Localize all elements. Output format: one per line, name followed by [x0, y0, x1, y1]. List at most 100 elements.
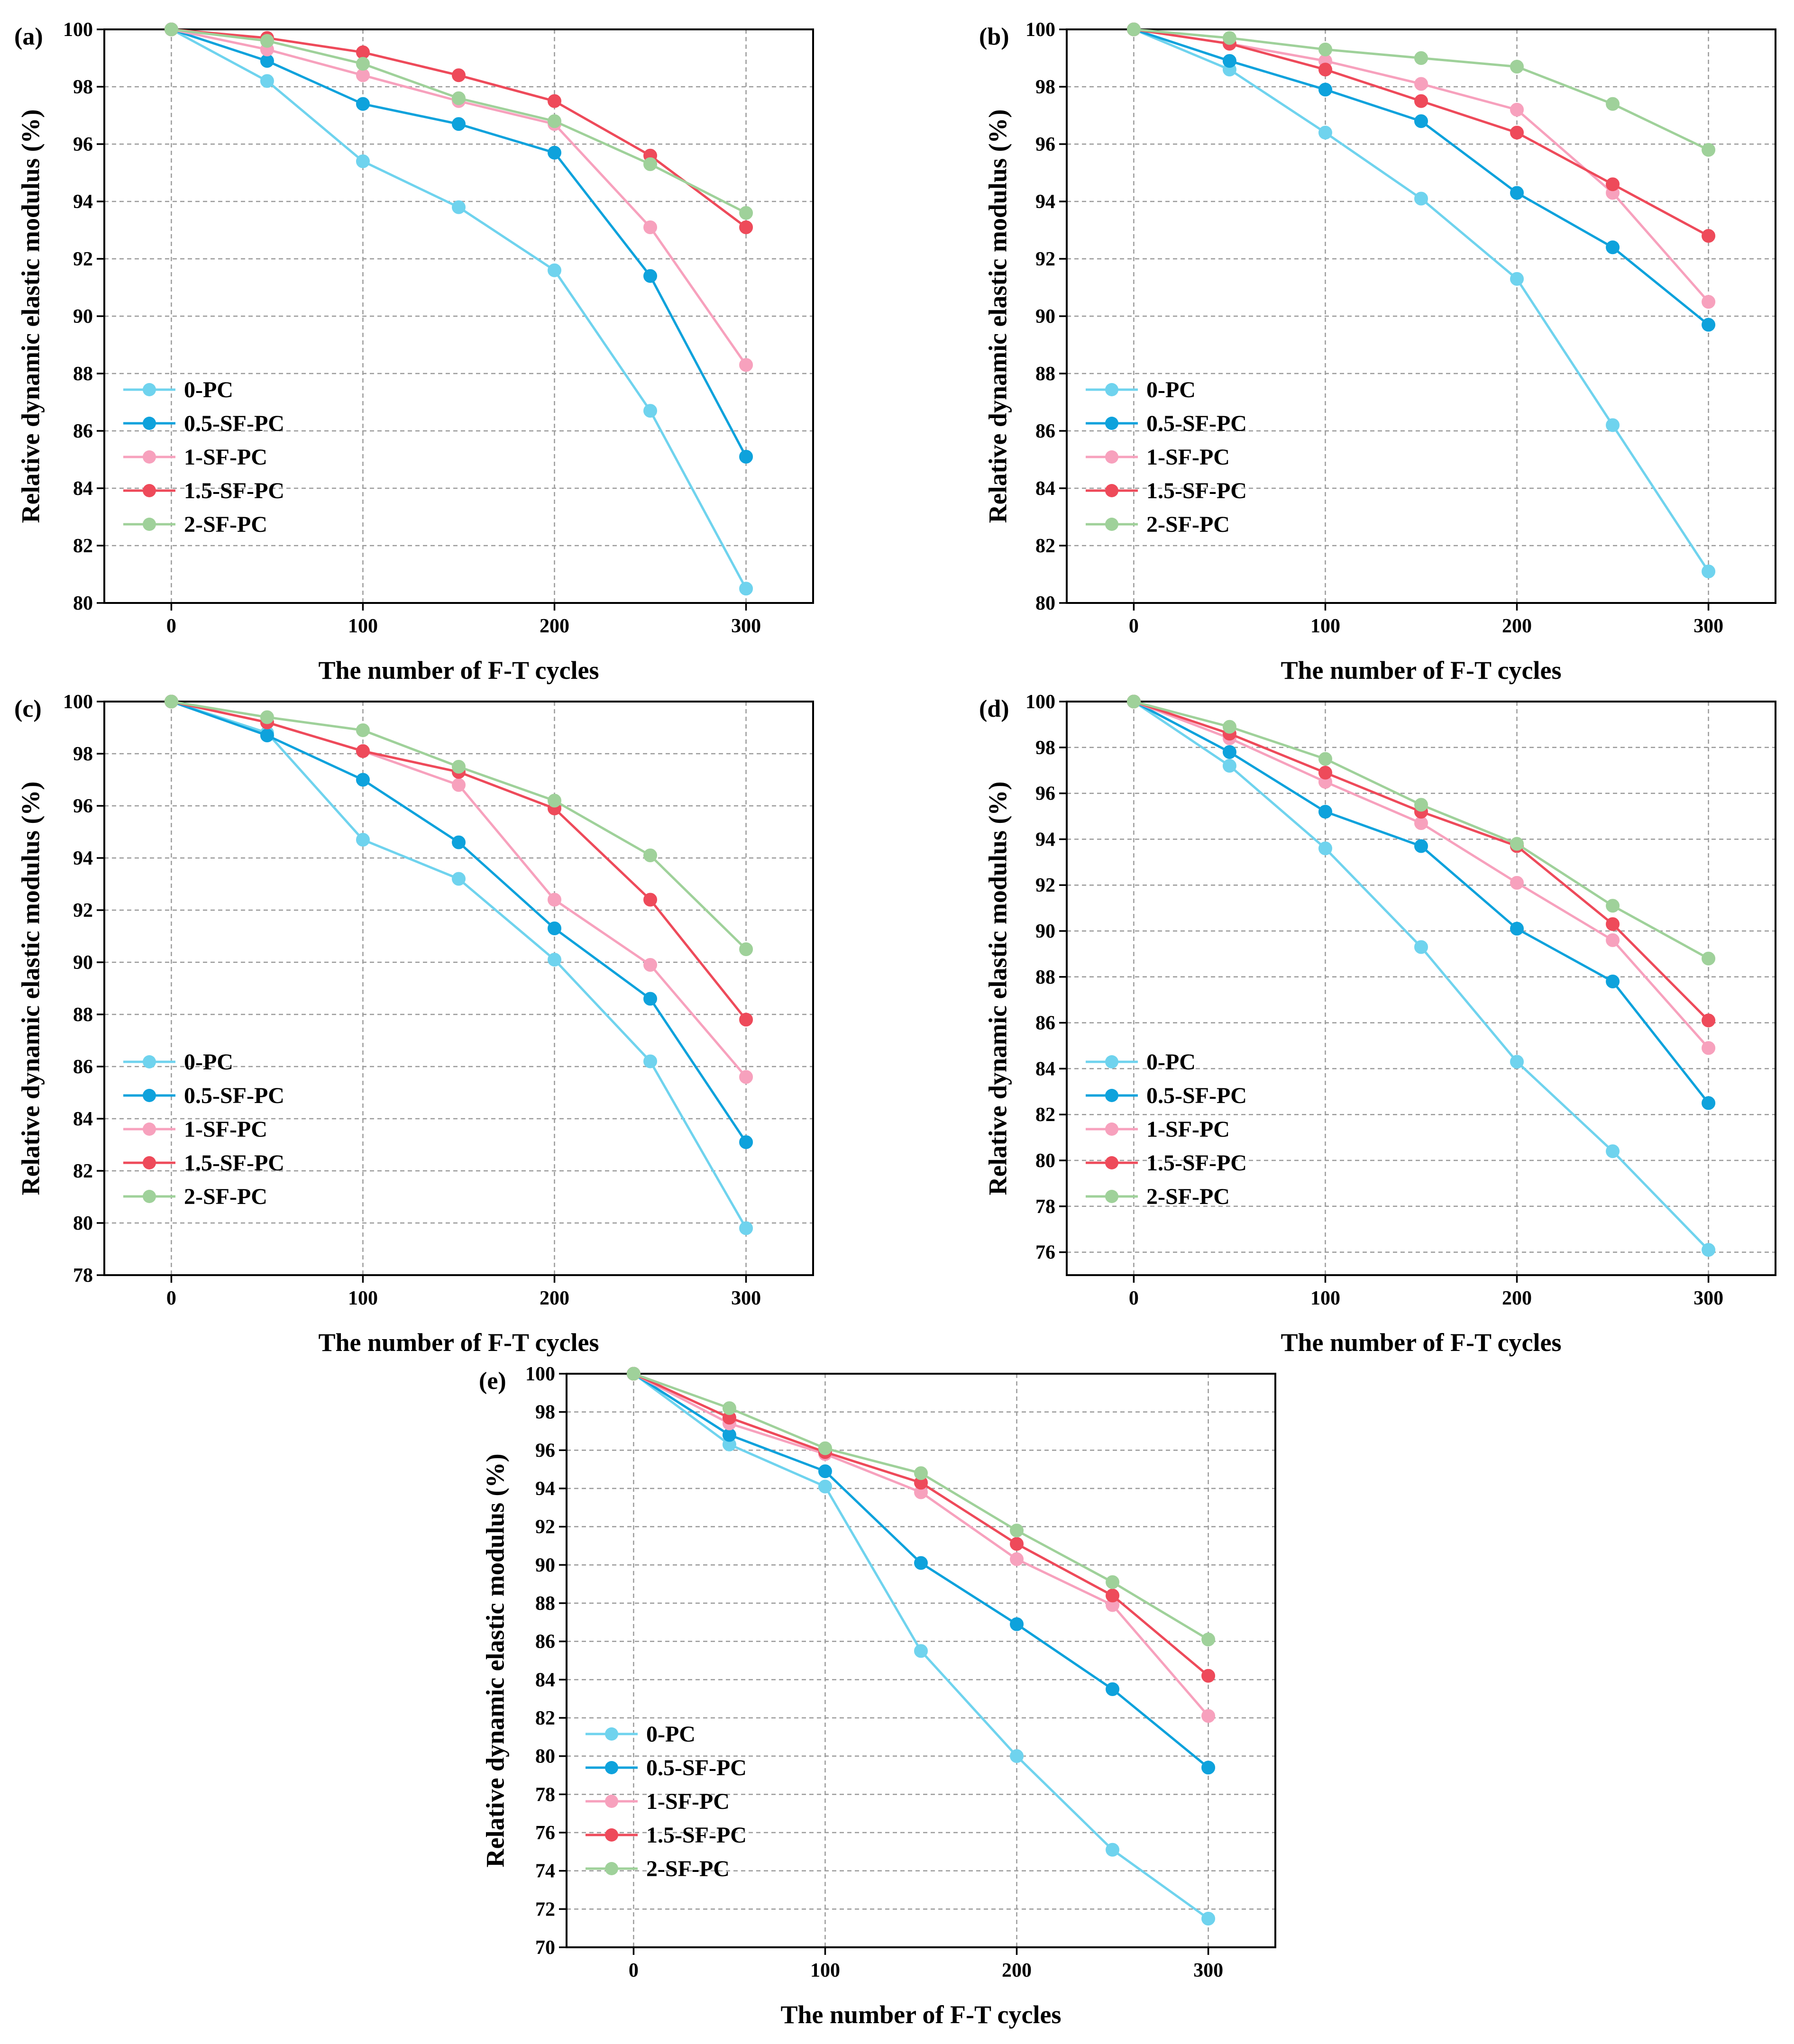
x-axis-title: The number of F-T cycles	[1281, 656, 1562, 684]
y-tick-label: 70	[535, 1937, 555, 1959]
data-point-0-5-sf-pc	[1414, 114, 1428, 128]
legend-marker	[1105, 1089, 1118, 1102]
data-point-2-sf-pc	[260, 710, 274, 724]
legend-label: 1-SF-PC	[184, 445, 267, 470]
y-tick-label: 80	[73, 593, 93, 614]
legend-label: 1-SF-PC	[1146, 1117, 1230, 1142]
chart-panel-b: 0 100 200 300 80 82 84 86 88 90 92 94 96 98 100 The num…	[979, 19, 1776, 684]
data-point-0-5-sf-pc	[1414, 839, 1428, 853]
x-tick-label: 0	[1129, 1287, 1139, 1309]
data-point-1-sf-pc	[643, 220, 658, 234]
x-tick-label: 200	[540, 1287, 569, 1309]
series-line-0-5-sf-pc	[1133, 28, 1710, 326]
y-axis-title: Relative dynamic elastic modulus (%)	[481, 1454, 509, 1868]
data-point-2-sf-pc	[1318, 752, 1332, 766]
data-point-1-sf-pc	[739, 1070, 753, 1084]
chart-panel-e: 0 100 200 300 70 72 74 76 78 80 82 84 86 88 90 92 94 96 98…	[479, 1363, 1276, 2029]
data-point-0-pc	[739, 1221, 753, 1235]
data-point-2-sf-pc	[626, 1367, 641, 1381]
y-tick-label: 84	[73, 478, 93, 500]
legend-marker	[143, 1190, 156, 1203]
data-point-2-sf-pc	[1222, 720, 1236, 734]
data-point-2-sf-pc	[1702, 143, 1716, 157]
data-point-0-pc	[1702, 564, 1716, 578]
y-tick-label: 98	[73, 743, 93, 765]
data-point-0-pc	[1222, 759, 1236, 773]
legend-marker	[1105, 1156, 1118, 1169]
legend-label: 1.5-SF-PC	[646, 1823, 747, 1848]
y-tick-label: 80	[1035, 593, 1055, 614]
x-tick-label: 100	[1310, 1287, 1340, 1309]
data-point-1-sf-pc	[1201, 1709, 1216, 1723]
legend-marker	[1105, 1055, 1118, 1068]
data-point-1-5-sf-pc	[1510, 126, 1524, 140]
legend-marker	[143, 1156, 156, 1169]
y-tick-label: 82	[73, 535, 93, 557]
x-tick-label: 100	[810, 1960, 840, 1981]
data-point-1-5-sf-pc	[739, 220, 753, 234]
x-tick-label: 0	[1129, 615, 1139, 637]
y-axis-title: Relative dynamic elastic modulus (%)	[16, 782, 45, 1195]
panel-label: (b)	[979, 23, 1009, 50]
x-tick-label: 0	[629, 1960, 639, 1981]
x-tick-label: 300	[1193, 1960, 1223, 1981]
data-point-1-5-sf-pc	[1702, 1013, 1716, 1028]
y-tick-label: 82	[1035, 1104, 1055, 1126]
data-point-0-pc	[1318, 126, 1332, 140]
series-line-1-sf-pc	[1133, 700, 1710, 1049]
data-point-0-pc	[1702, 1243, 1716, 1257]
legend-label: 2-SF-PC	[184, 512, 267, 537]
data-point-0-pc	[1318, 841, 1332, 856]
series-line-2-sf-pc	[1133, 700, 1709, 960]
data-point-2-sf-pc	[164, 22, 178, 36]
x-tick-label: 300	[1693, 615, 1723, 637]
legend-label: 0-PC	[184, 377, 233, 402]
data-point-0-pc	[548, 263, 562, 277]
data-point-0-pc	[1606, 418, 1620, 432]
legend-marker	[605, 1761, 618, 1774]
data-point-2-sf-pc	[260, 34, 274, 48]
series-line-0-pc	[171, 28, 747, 589]
y-tick-label: 84	[1035, 478, 1055, 500]
legend-label: 2-SF-PC	[1146, 1184, 1230, 1209]
data-point-0-5-sf-pc	[1010, 1617, 1024, 1631]
data-point-2-sf-pc	[914, 1466, 928, 1480]
legend-marker	[1105, 484, 1118, 497]
legend-label: 0.5-SF-PC	[184, 1083, 284, 1108]
x-tick-label: 0	[166, 1287, 176, 1309]
y-tick-label: 94	[73, 848, 93, 869]
data-point-2-sf-pc	[1222, 31, 1236, 45]
series-line-1-5-sf-pc	[171, 700, 747, 1021]
data-point-0-pc	[1414, 192, 1428, 206]
y-tick-label: 76	[1035, 1242, 1055, 1264]
data-point-0-5-sf-pc	[1510, 922, 1524, 936]
y-tick-label: 88	[73, 1004, 93, 1026]
legend-marker	[1105, 1190, 1118, 1203]
data-point-1-5-sf-pc	[356, 744, 370, 758]
data-point-2-sf-pc	[356, 723, 370, 737]
y-tick-label: 82	[535, 1707, 555, 1729]
data-point-0-pc	[452, 872, 466, 886]
data-point-2-sf-pc	[1126, 22, 1141, 36]
legend: 0-PC 0.5-SF-PC 1-SF-PC 1.5-SF-PC 2-SF-PC	[586, 1722, 747, 1881]
y-tick-label: 78	[1035, 1196, 1055, 1218]
data-point-2-sf-pc	[1702, 951, 1716, 966]
x-axis-title: The number of F-T cycles	[319, 1328, 599, 1357]
y-tick-label: 90	[1035, 921, 1055, 942]
data-point-0-pc	[260, 74, 274, 88]
y-tick-label: 94	[1035, 191, 1055, 213]
legend: 0-PC 0.5-SF-PC 1-SF-PC 1.5-SF-PC 2-SF-PC	[1086, 1049, 1247, 1209]
y-tick-label: 96	[535, 1440, 555, 1461]
data-point-2-sf-pc	[1010, 1524, 1024, 1538]
panel-label: (d)	[979, 695, 1009, 722]
data-point-1-5-sf-pc	[1318, 63, 1332, 77]
y-tick-label: 98	[1035, 737, 1055, 759]
y-tick-label: 94	[535, 1478, 555, 1500]
data-point-1-sf-pc	[1702, 295, 1716, 309]
y-tick-label: 88	[1035, 967, 1055, 988]
data-point-2-sf-pc	[643, 157, 658, 171]
data-point-1-sf-pc	[548, 893, 562, 907]
y-tick-label: 90	[535, 1554, 555, 1576]
legend-label: 1-SF-PC	[1146, 445, 1230, 470]
y-tick-label: 96	[73, 795, 93, 817]
